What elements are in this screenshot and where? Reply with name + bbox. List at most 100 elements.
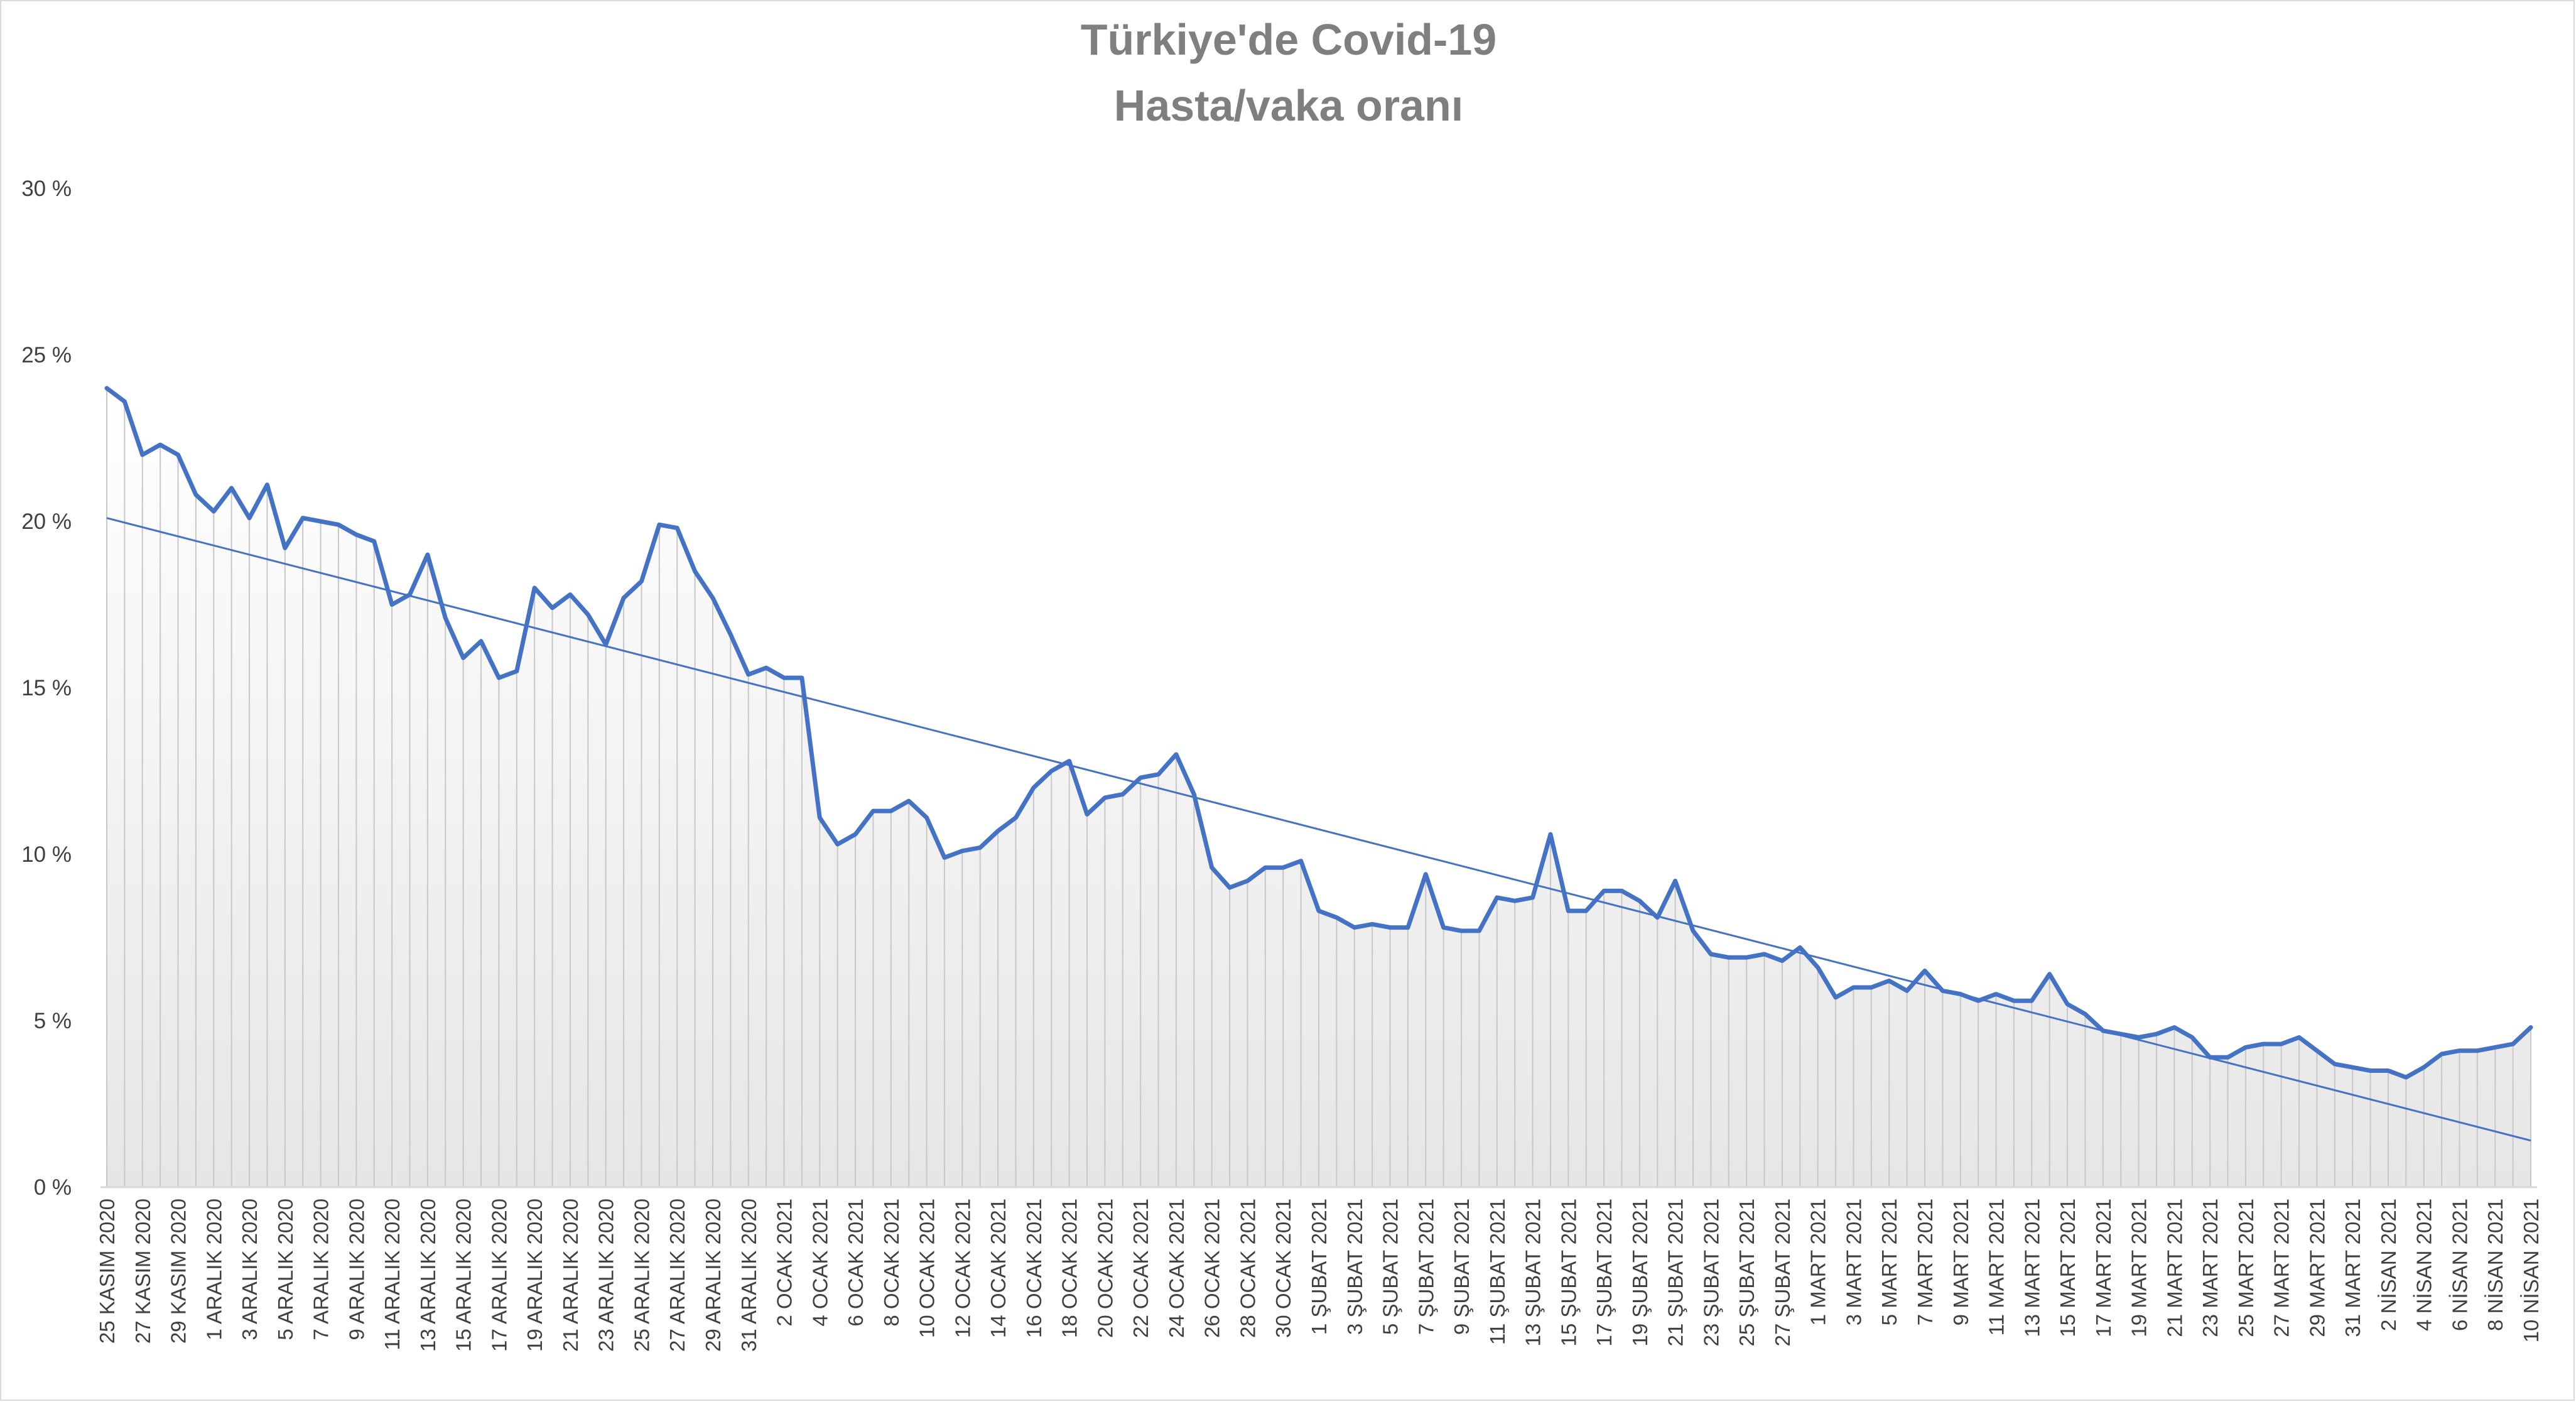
x-tick-label: 4 OCAK 2021 (808, 1198, 831, 1327)
x-tick-label: 5 ARALIK 2020 (274, 1198, 297, 1340)
data-point (586, 612, 590, 616)
data-point (800, 676, 804, 680)
data-point (426, 553, 430, 557)
data-point (1388, 926, 1392, 930)
x-tick-label: 23 ŞUBAT 2021 (1699, 1198, 1723, 1346)
data-point (2083, 1012, 2087, 1016)
data-point (1228, 886, 1231, 889)
data-point (319, 519, 323, 523)
data-point (1655, 916, 1659, 920)
x-tick-label: 14 OCAK 2021 (987, 1198, 1010, 1338)
data-point (247, 516, 251, 520)
data-point (728, 633, 732, 636)
x-tick-label: 5 ŞUBAT 2021 (1379, 1198, 1402, 1335)
data-point (1121, 793, 1125, 796)
data-point (1245, 879, 1249, 883)
data-point (497, 676, 501, 680)
x-tick-label: 23 MART 2021 (2199, 1198, 2222, 1337)
x-tick-label: 25 KASIM 2020 (95, 1198, 119, 1344)
x-tick-label: 25 MART 2021 (2234, 1198, 2258, 1337)
x-tick-label: 9 MART 2021 (1949, 1198, 1973, 1325)
y-tick-label: 25 % (21, 343, 72, 367)
x-tick-label: 2 NİSAN 2021 (2377, 1198, 2400, 1331)
data-point (354, 533, 358, 536)
x-tick-label: 16 OCAK 2021 (1022, 1198, 1046, 1338)
data-point (1495, 896, 1499, 899)
data-point (1887, 979, 1891, 982)
x-tick-label: 10 OCAK 2021 (916, 1198, 939, 1338)
data-point (2208, 1055, 2212, 1059)
data-point (1763, 952, 1767, 956)
y-tick-label: 0 % (34, 1175, 72, 1200)
data-point (1780, 959, 1784, 963)
x-tick-label: 10 NİSAN 2021 (2519, 1198, 2543, 1342)
data-point (462, 656, 465, 660)
data-point (1210, 866, 1214, 869)
x-tick-label: 7 ARALIK 2020 (310, 1198, 333, 1340)
x-tick-label: 24 OCAK 2021 (1165, 1198, 1188, 1338)
x-tick-label: 26 OCAK 2021 (1201, 1198, 1224, 1338)
data-point (1816, 965, 1820, 969)
data-point (1139, 776, 1142, 780)
data-point (2155, 1032, 2158, 1036)
data-point (1745, 955, 1748, 959)
x-tick-label: 3 MART 2021 (1842, 1198, 1865, 1325)
data-point (1032, 786, 1036, 790)
data-point (390, 603, 394, 607)
data-point (443, 616, 447, 620)
x-tick-label: 13 ŞUBAT 2021 (1522, 1198, 1545, 1346)
data-point (479, 639, 483, 643)
data-point (2511, 1042, 2515, 1046)
data-point (2119, 1032, 2123, 1036)
data-point (1709, 952, 1713, 956)
data-point (212, 509, 215, 513)
x-tick-label: 7 MART 2021 (1913, 1198, 1937, 1325)
x-tick-label: 15 ŞUBAT 2021 (1557, 1198, 1580, 1346)
data-point (1851, 986, 1855, 989)
data-point (2333, 1062, 2337, 1066)
data-point (622, 596, 625, 600)
y-tick-label: 5 % (34, 1009, 72, 1033)
data-point (1477, 929, 1481, 933)
data-point (1566, 909, 1570, 913)
data-point (1549, 832, 1552, 836)
data-point (1192, 793, 1196, 796)
data-point (907, 799, 911, 803)
x-tick-label: 19 ARALIK 2020 (523, 1198, 546, 1352)
x-tick-label: 29 MART 2021 (2305, 1198, 2329, 1337)
data-point (568, 593, 572, 597)
data-point (836, 842, 840, 846)
data-point (1923, 969, 1927, 973)
data-point (2529, 1026, 2533, 1030)
x-tick-label: 4 NİSAN 2021 (2413, 1198, 2436, 1331)
y-tick-label: 10 % (21, 842, 72, 867)
data-point (2297, 1036, 2301, 1040)
y-tick-label: 30 % (21, 177, 72, 201)
x-tick-label: 28 OCAK 2021 (1236, 1198, 1259, 1338)
x-tick-label: 31 MART 2021 (2341, 1198, 2364, 1337)
x-tick-label: 21 MART 2021 (2163, 1198, 2186, 1337)
x-tick-label: 15 ARALIK 2020 (452, 1198, 475, 1352)
data-point (105, 386, 109, 390)
data-point (1691, 929, 1695, 933)
data-point (1727, 955, 1731, 959)
data-point (747, 673, 750, 677)
data-point (2457, 1049, 2461, 1053)
data-point (122, 399, 126, 403)
y-tick-label: 15 % (21, 676, 72, 700)
data-point (1994, 992, 1998, 996)
x-tick-label: 13 MART 2021 (2020, 1198, 2043, 1337)
data-point (2351, 1065, 2354, 1069)
data-point (1602, 889, 1606, 893)
x-tick-label: 19 MART 2021 (2128, 1198, 2151, 1337)
x-tick-label: 3 ŞUBAT 2021 (1343, 1198, 1366, 1335)
x-tick-label: 1 ARALIK 2020 (202, 1198, 225, 1340)
data-point (1157, 773, 1161, 776)
y-axis: 0 % 5 % 10 % 15 % 20 % 25 % 30 % (21, 177, 72, 1200)
data-point (1264, 866, 1267, 869)
data-point (2315, 1049, 2319, 1053)
data-point (533, 586, 536, 590)
x-tick-label: 21 ŞUBAT 2021 (1664, 1198, 1687, 1346)
data-point (301, 516, 305, 520)
